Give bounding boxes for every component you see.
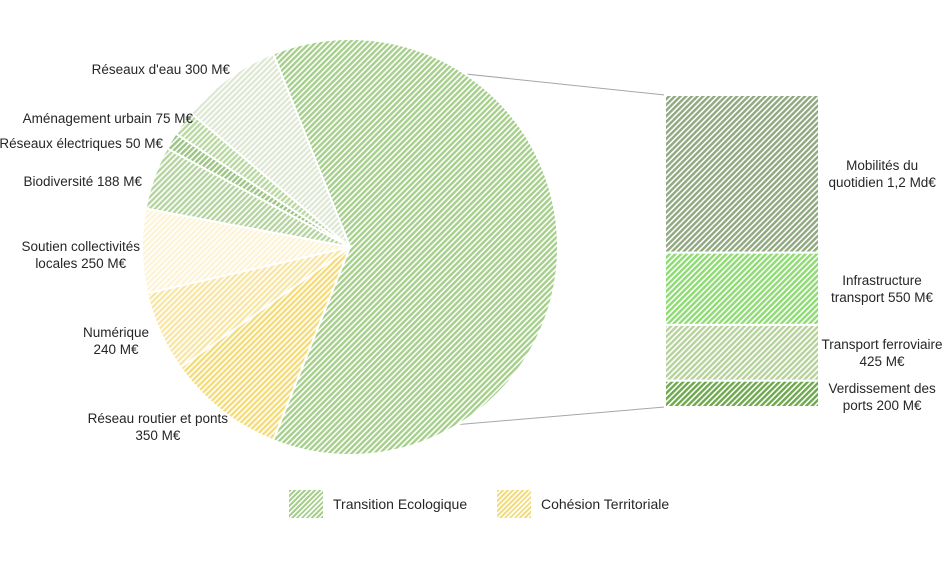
pie-slice-reseau-routier-et-ponts xyxy=(179,244,353,442)
pie-label-line: Soutien collectivités xyxy=(21,239,140,254)
bar-label-line: Mobilités du xyxy=(846,157,919,173)
pie-label-biodiversite: Biodiversité 188 M€ xyxy=(23,173,142,190)
pie-label-line: Biodiversité 188 M€ xyxy=(23,174,142,189)
legend-label-cohesion: Cohésion Territoriale xyxy=(541,496,670,512)
breakdown-bar xyxy=(664,94,820,409)
pie-label-reseaux-electriques: Réseaux électriques 50 M€ xyxy=(0,135,163,152)
legend-swatch-transition xyxy=(289,490,323,518)
pie xyxy=(141,38,560,456)
pie-label-line: Numérique xyxy=(82,325,149,340)
bar-label-mobilites-du-quotidien: Mobilités du quotidien 1,2 Md€ xyxy=(829,157,936,191)
bar-label-transport-ferroviaire: Transport ferroviaire 425 M€ xyxy=(822,336,943,370)
pie-slice-mobilites xyxy=(271,38,560,456)
bar-segment-verdissement-des-ports xyxy=(664,379,820,409)
bar-label-infrastructure-transport: Infrastructure transport 550 M€ xyxy=(831,272,933,306)
bar-label-line: ports 200 M€ xyxy=(842,397,922,413)
legend-item-cohesion: Cohésion Territoriale xyxy=(497,490,669,518)
pie-label-line: 240 M€ xyxy=(93,342,139,357)
bar-label-line: transport 550 M€ xyxy=(831,289,934,305)
bar-label-line: Infrastructure xyxy=(842,272,922,288)
pie-label-numerique: Numérique 240 M€ xyxy=(83,324,149,358)
legend-label-transition: Transition Ecologique xyxy=(333,496,468,512)
bar-segment-mobilites-du-quotidien xyxy=(664,94,820,254)
bar-segment-transport-ferroviaire xyxy=(664,323,820,382)
bar-label-line: Verdissement des xyxy=(828,380,936,396)
bar-label-line: 425 M€ xyxy=(859,353,905,369)
bar-label-verdissement-des-ports: Verdissement des ports 200 M€ xyxy=(829,380,936,414)
bar-label-line: quotidien 1,2 Md€ xyxy=(828,174,936,190)
pie-slice-reseaux-d-eau xyxy=(189,52,351,248)
pie-label-reseau-routier-et-ponts: Réseau routier et ponts 350 M€ xyxy=(88,410,228,444)
legend-swatch-cohesion xyxy=(497,490,531,518)
legend-item-transition: Transition Ecologique xyxy=(289,490,467,518)
pie-label-line: Aménagement urbain 75 M€ xyxy=(22,111,193,126)
pie-label-line: Réseau routier et ponts xyxy=(87,411,228,426)
bar-label-line: Transport ferroviaire xyxy=(821,336,943,352)
pie-label-reseaux-d-eau: Réseaux d'eau 300 M€ xyxy=(92,61,230,78)
pie-label-soutien-collectivites-locales: Soutien collectivités locales 250 M€ xyxy=(21,238,140,272)
bar-segment-infrastructure-transport xyxy=(664,251,820,326)
pie-label-line: 350 M€ xyxy=(135,428,181,443)
pie-label-amenagement-urbain: Aménagement urbain 75 M€ xyxy=(23,110,193,127)
pie-label-line: Réseaux électriques 50 M€ xyxy=(0,136,163,151)
pie-label-line: locales 250 M€ xyxy=(35,256,127,271)
pie-label-line: Réseaux d'eau 300 M€ xyxy=(91,62,230,77)
